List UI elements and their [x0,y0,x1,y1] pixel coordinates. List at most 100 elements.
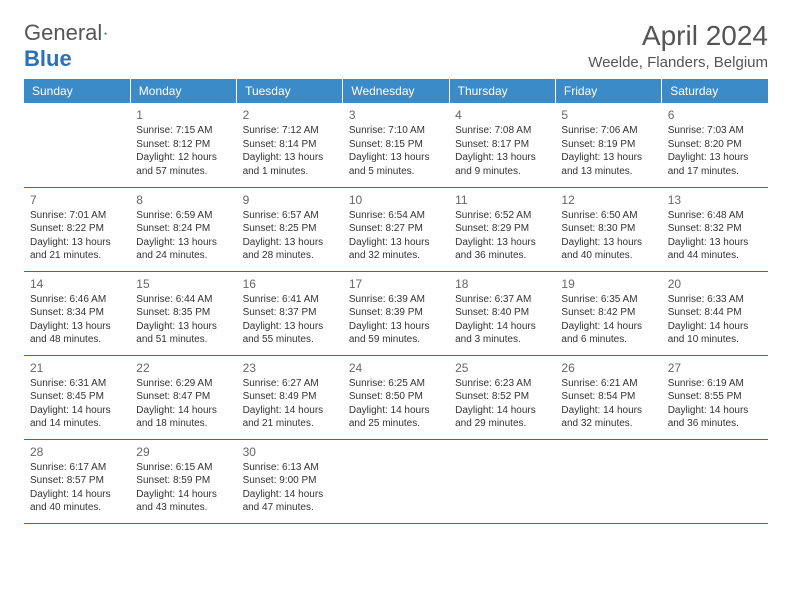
sunrise-text: Sunrise: 6:59 AM [136,209,230,223]
daylight-text: Daylight: 13 hours and 28 minutes. [243,236,337,263]
daylight-text: Daylight: 13 hours and 36 minutes. [455,236,549,263]
day-number: 13 [668,192,762,208]
logo: General [24,20,126,46]
day-cell: 3Sunrise: 7:10 AMSunset: 8:15 PMDaylight… [343,103,449,187]
day-header: Saturday [662,79,768,103]
logo-text-blue: Blue [24,46,72,71]
logo-triangle-icon [104,25,107,41]
day-number: 4 [455,107,549,123]
daylight-text: Daylight: 13 hours and 51 minutes. [136,320,230,347]
sunrise-text: Sunrise: 6:21 AM [561,377,655,391]
day-cell: 11Sunrise: 6:52 AMSunset: 8:29 PMDayligh… [449,187,555,271]
day-cell: 24Sunrise: 6:25 AMSunset: 8:50 PMDayligh… [343,355,449,439]
sunset-text: Sunset: 8:19 PM [561,138,655,152]
sunrise-text: Sunrise: 6:19 AM [668,377,762,391]
day-number: 9 [243,192,337,208]
sunset-text: Sunset: 8:17 PM [455,138,549,152]
day-cell: 5Sunrise: 7:06 AMSunset: 8:19 PMDaylight… [555,103,661,187]
sunrise-text: Sunrise: 6:44 AM [136,293,230,307]
day-number: 30 [243,444,337,460]
sunrise-text: Sunrise: 6:35 AM [561,293,655,307]
week-row: 28Sunrise: 6:17 AMSunset: 8:57 PMDayligh… [24,439,768,523]
day-cell: 6Sunrise: 7:03 AMSunset: 8:20 PMDaylight… [662,103,768,187]
sunset-text: Sunset: 8:24 PM [136,222,230,236]
day-cell: 20Sunrise: 6:33 AMSunset: 8:44 PMDayligh… [662,271,768,355]
sunset-text: Sunset: 8:32 PM [668,222,762,236]
sunset-text: Sunset: 8:57 PM [30,474,124,488]
day-number: 7 [30,192,124,208]
day-cell: 15Sunrise: 6:44 AMSunset: 8:35 PMDayligh… [130,271,236,355]
daylight-text: Daylight: 14 hours and 43 minutes. [136,488,230,515]
day-cell: 8Sunrise: 6:59 AMSunset: 8:24 PMDaylight… [130,187,236,271]
sunrise-text: Sunrise: 7:06 AM [561,124,655,138]
sunset-text: Sunset: 8:37 PM [243,306,337,320]
day-number: 12 [561,192,655,208]
sunrise-text: Sunrise: 6:15 AM [136,461,230,475]
day-number: 11 [455,192,549,208]
day-cell: 13Sunrise: 6:48 AMSunset: 8:32 PMDayligh… [662,187,768,271]
sunset-text: Sunset: 8:40 PM [455,306,549,320]
day-cell: 9Sunrise: 6:57 AMSunset: 8:25 PMDaylight… [237,187,343,271]
day-number: 15 [136,276,230,292]
sunset-text: Sunset: 9:00 PM [243,474,337,488]
sunrise-text: Sunrise: 6:31 AM [30,377,124,391]
day-header: Wednesday [343,79,449,103]
day-header: Monday [130,79,236,103]
day-cell: 18Sunrise: 6:37 AMSunset: 8:40 PMDayligh… [449,271,555,355]
day-cell: 17Sunrise: 6:39 AMSunset: 8:39 PMDayligh… [343,271,449,355]
sunset-text: Sunset: 8:39 PM [349,306,443,320]
sunrise-text: Sunrise: 6:57 AM [243,209,337,223]
sunset-text: Sunset: 8:22 PM [30,222,124,236]
sunset-text: Sunset: 8:12 PM [136,138,230,152]
sunset-text: Sunset: 8:55 PM [668,390,762,404]
sunrise-text: Sunrise: 6:27 AM [243,377,337,391]
day-cell: 1Sunrise: 7:15 AMSunset: 8:12 PMDaylight… [130,103,236,187]
sunrise-text: Sunrise: 6:23 AM [455,377,549,391]
sunrise-text: Sunrise: 6:52 AM [455,209,549,223]
day-number: 26 [561,360,655,376]
day-cell: 29Sunrise: 6:15 AMSunset: 8:59 PMDayligh… [130,439,236,523]
daylight-text: Daylight: 12 hours and 57 minutes. [136,151,230,178]
sunset-text: Sunset: 8:14 PM [243,138,337,152]
sunset-text: Sunset: 8:35 PM [136,306,230,320]
day-number: 25 [455,360,549,376]
month-title: April 2024 [588,20,768,52]
daylight-text: Daylight: 14 hours and 32 minutes. [561,404,655,431]
day-header: Thursday [449,79,555,103]
sunset-text: Sunset: 8:49 PM [243,390,337,404]
day-number: 18 [455,276,549,292]
sunset-text: Sunset: 8:20 PM [668,138,762,152]
day-cell: 22Sunrise: 6:29 AMSunset: 8:47 PMDayligh… [130,355,236,439]
day-number: 16 [243,276,337,292]
sunrise-text: Sunrise: 6:41 AM [243,293,337,307]
daylight-text: Daylight: 14 hours and 10 minutes. [668,320,762,347]
sunset-text: Sunset: 8:44 PM [668,306,762,320]
day-cell [662,439,768,523]
sunrise-text: Sunrise: 7:10 AM [349,124,443,138]
daylight-text: Daylight: 14 hours and 3 minutes. [455,320,549,347]
sunset-text: Sunset: 8:47 PM [136,390,230,404]
day-number: 29 [136,444,230,460]
daylight-text: Daylight: 14 hours and 25 minutes. [349,404,443,431]
sunrise-text: Sunrise: 6:39 AM [349,293,443,307]
day-header: Sunday [24,79,130,103]
day-number: 5 [561,107,655,123]
day-cell: 16Sunrise: 6:41 AMSunset: 8:37 PMDayligh… [237,271,343,355]
day-cell: 23Sunrise: 6:27 AMSunset: 8:49 PMDayligh… [237,355,343,439]
daylight-text: Daylight: 14 hours and 36 minutes. [668,404,762,431]
sunrise-text: Sunrise: 6:25 AM [349,377,443,391]
daylight-text: Daylight: 13 hours and 13 minutes. [561,151,655,178]
day-cell: 2Sunrise: 7:12 AMSunset: 8:14 PMDaylight… [237,103,343,187]
day-header: Tuesday [237,79,343,103]
day-cell: 10Sunrise: 6:54 AMSunset: 8:27 PMDayligh… [343,187,449,271]
sunrise-text: Sunrise: 7:01 AM [30,209,124,223]
sunrise-text: Sunrise: 6:17 AM [30,461,124,475]
sunrise-text: Sunrise: 6:50 AM [561,209,655,223]
day-cell: 4Sunrise: 7:08 AMSunset: 8:17 PMDaylight… [449,103,555,187]
sunset-text: Sunset: 8:25 PM [243,222,337,236]
sunrise-text: Sunrise: 6:37 AM [455,293,549,307]
sunset-text: Sunset: 8:54 PM [561,390,655,404]
day-number: 23 [243,360,337,376]
daylight-text: Daylight: 14 hours and 29 minutes. [455,404,549,431]
daylight-text: Daylight: 13 hours and 55 minutes. [243,320,337,347]
